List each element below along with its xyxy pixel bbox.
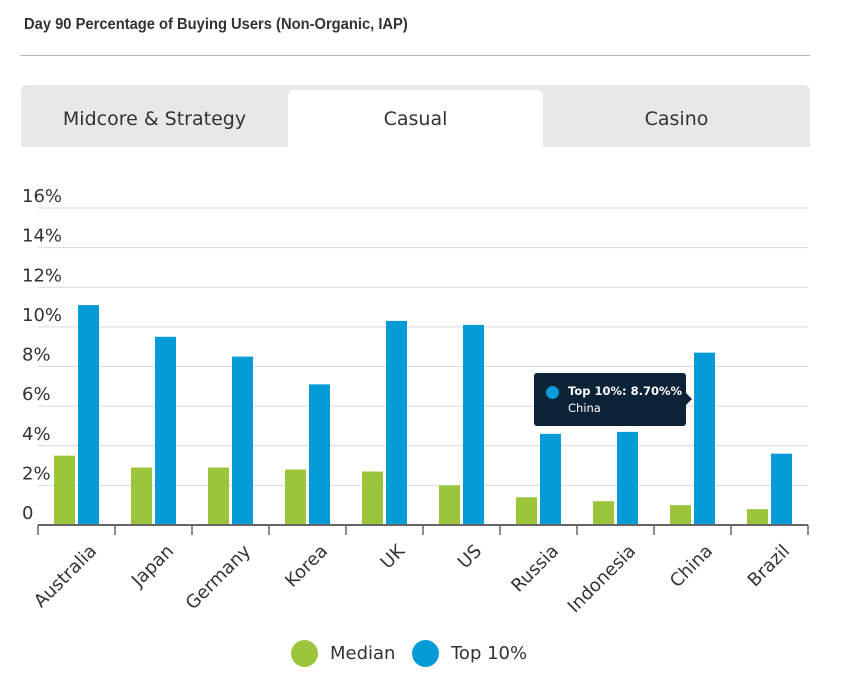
bar-top10: [78, 305, 99, 525]
bar-median: [131, 467, 152, 525]
x-tick-label: Japan: [127, 541, 178, 592]
legend-label-median: Median: [330, 643, 396, 664]
legend-swatch-top10: [412, 640, 439, 667]
x-tick-label: UK: [377, 540, 410, 573]
bar-top10: [694, 352, 715, 525]
tab-bar: Midcore & Strategy Casual Casino: [21, 85, 810, 147]
x-tick-label: Indonesia: [564, 541, 640, 617]
bar-top10: [309, 384, 330, 525]
y-tick-label: 16%: [22, 186, 62, 207]
y-tick-label: 4%: [22, 424, 51, 445]
bar-top10: [540, 433, 561, 525]
bar-median: [593, 501, 614, 525]
tooltip-series-dot: [546, 386, 559, 399]
tooltip-value: Top 10%: 8.70%%: [568, 384, 683, 398]
bar-median: [362, 471, 383, 525]
bar-median: [747, 509, 768, 525]
title-divider: [20, 55, 810, 56]
y-tick-label: 8%: [22, 345, 51, 366]
chart-legend: Median Top 10%: [0, 636, 847, 670]
x-tick-label: Australia: [30, 541, 101, 612]
bar-median: [285, 469, 306, 525]
tooltip-pointer: [686, 393, 692, 405]
x-tick-label: China: [666, 541, 717, 592]
bar-top10: [232, 356, 253, 525]
y-tick-label: 2%: [22, 463, 51, 484]
tooltip-category: China: [568, 401, 601, 415]
x-tick-label: Germany: [182, 540, 256, 614]
bar-median: [208, 467, 229, 525]
page-title: Day 90 Percentage of Buying Users (Non-O…: [24, 16, 408, 33]
x-tick-label: Russia: [507, 541, 563, 597]
chart-tooltip: Top 10%: 8.70%% China: [534, 373, 692, 426]
y-tick-label: 14%: [22, 226, 62, 247]
x-tick-label: US: [454, 541, 486, 573]
legend-item-top10[interactable]: Top 10%: [412, 640, 527, 667]
bar-top10: [386, 320, 407, 525]
tab-casino[interactable]: Casino: [644, 107, 709, 130]
x-tick-label: Brazil: [744, 541, 794, 591]
tab-casual[interactable]: Casual: [288, 90, 543, 147]
legend-item-median[interactable]: Median: [291, 640, 395, 667]
bar-top10: [771, 453, 792, 525]
bar-top10: [155, 336, 176, 525]
legend-swatch-median: [291, 640, 318, 667]
bar-top10: [463, 324, 484, 525]
bar-top10: [617, 431, 638, 525]
legend-label-top10: Top 10%: [451, 643, 528, 664]
bar-median: [670, 505, 691, 525]
bar-median: [54, 455, 75, 525]
y-tick-label: 0: [22, 503, 33, 524]
tab-midcore-strategy[interactable]: Midcore & Strategy: [62, 107, 247, 130]
bar-median: [439, 485, 460, 525]
y-tick-label: 10%: [22, 305, 62, 326]
bar-median: [516, 497, 537, 525]
y-tick-label: 12%: [22, 265, 62, 286]
x-tick-label: Korea: [281, 541, 332, 592]
y-tick-label: 6%: [22, 384, 51, 405]
